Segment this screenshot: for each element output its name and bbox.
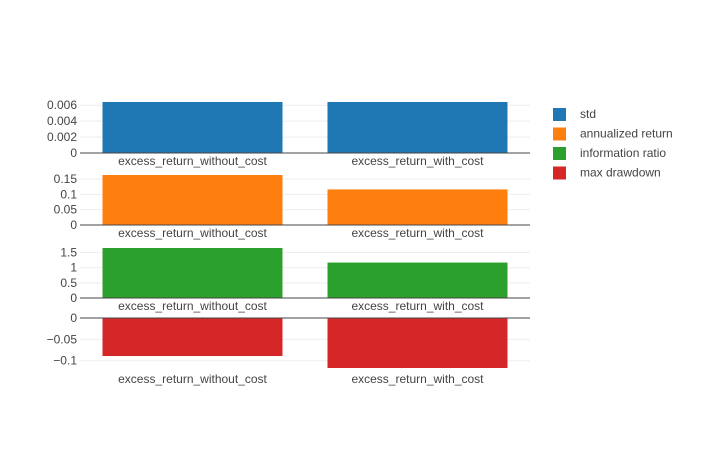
bar[interactable]: [102, 102, 283, 153]
x-tick-label: excess_return_with_cost: [351, 154, 484, 168]
legend-swatch[interactable]: [553, 147, 566, 160]
y-tick-label: 0.004: [47, 114, 77, 128]
x-tick-label: excess_return_without_cost: [118, 372, 267, 386]
y-tick-label: 0.15: [54, 172, 78, 186]
bar[interactable]: [327, 189, 508, 225]
legend-label[interactable]: std: [580, 107, 596, 121]
y-tick-label: 0: [70, 146, 77, 160]
bar[interactable]: [102, 175, 283, 225]
legend-label[interactable]: annualized return: [580, 127, 673, 141]
y-tick-label: 0.006: [47, 98, 77, 112]
y-tick-label: 0.1: [60, 187, 77, 201]
y-tick-label: 0: [70, 311, 77, 325]
x-tick-label: excess_return_with_cost: [351, 372, 484, 386]
y-tick-label: −0.1: [53, 354, 77, 368]
bar[interactable]: [327, 262, 508, 298]
bar[interactable]: [327, 102, 508, 153]
bar[interactable]: [102, 318, 283, 357]
x-tick-label: excess_return_with_cost: [351, 226, 484, 240]
bar[interactable]: [327, 318, 508, 368]
y-tick-label: 0.05: [54, 203, 78, 217]
x-tick-label: excess_return_with_cost: [351, 299, 484, 313]
y-tick-label: 0.5: [60, 276, 77, 290]
y-tick-label: 0.002: [47, 130, 77, 144]
y-tick-label: 1: [70, 261, 77, 275]
legend-label[interactable]: max drawdown: [580, 166, 661, 180]
legend-label[interactable]: information ratio: [580, 146, 666, 160]
legend-swatch[interactable]: [553, 108, 566, 121]
legend-swatch[interactable]: [553, 127, 566, 141]
y-tick-label: 1.5: [60, 246, 77, 260]
legend-swatch[interactable]: [553, 166, 566, 180]
x-tick-label: excess_return_without_cost: [118, 299, 267, 313]
y-tick-label: −0.05: [47, 332, 78, 346]
y-tick-label: 0: [70, 218, 77, 232]
x-tick-label: excess_return_without_cost: [118, 154, 267, 168]
y-tick-label: 0: [70, 291, 77, 305]
bar[interactable]: [102, 248, 283, 298]
x-tick-label: excess_return_without_cost: [118, 226, 267, 240]
